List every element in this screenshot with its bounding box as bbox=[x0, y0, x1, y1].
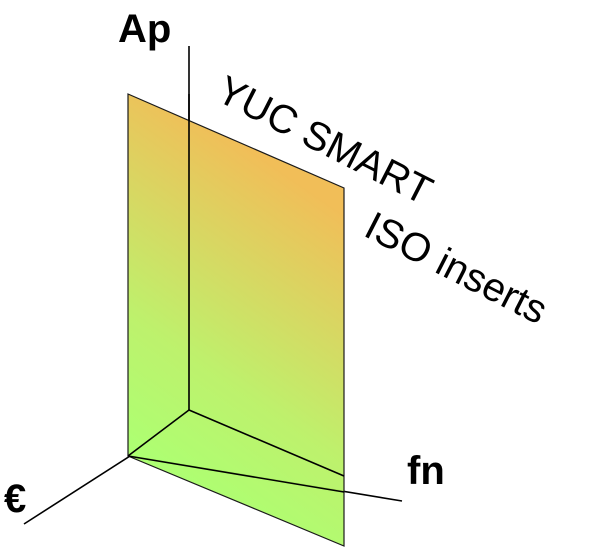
panel-depth-edge-line bbox=[127, 409, 190, 457]
ap-axis-label: Ap bbox=[118, 7, 171, 51]
yuc-smart-panel bbox=[127, 93, 345, 547]
euro-axis-label: € bbox=[4, 477, 26, 521]
panel-back-edge-line bbox=[188, 409, 345, 477]
panel-caption-line2: ISO inserts bbox=[358, 204, 554, 333]
euro-axis-line bbox=[23, 455, 131, 525]
fn-axis-label: fn bbox=[407, 449, 445, 493]
panel-fn-projection-line bbox=[127, 455, 345, 493]
